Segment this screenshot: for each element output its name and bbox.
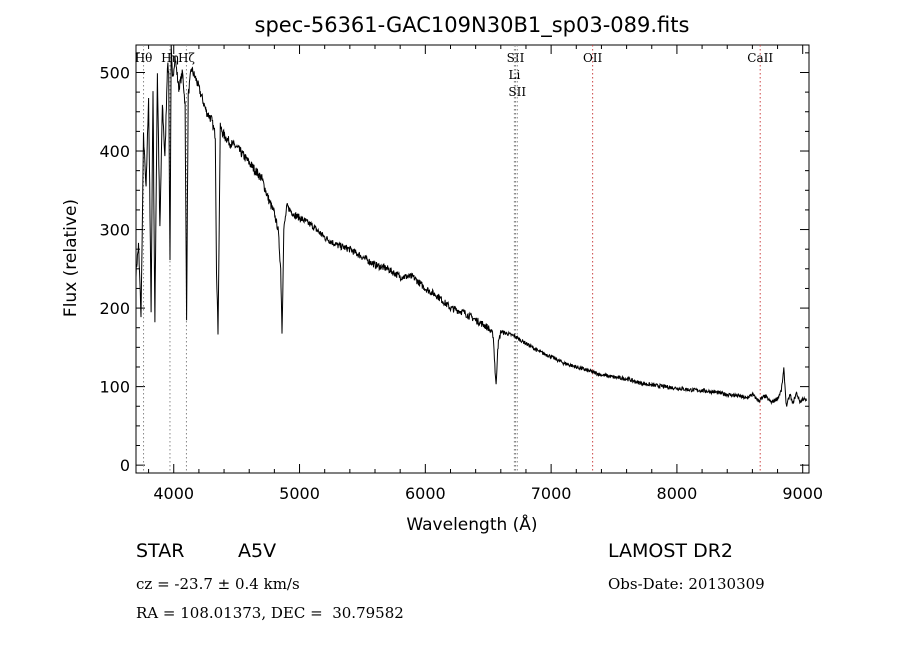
spectrum-line: [135, 45, 807, 407]
survey-name: LAMOST DR2: [608, 540, 733, 562]
spectral-line-label: OII: [583, 51, 603, 65]
x-tick-label: 9000: [782, 484, 823, 503]
x-tick-label: 8000: [657, 484, 698, 503]
y-axis-label: Flux (relative): [61, 199, 81, 317]
y-tick-label: 400: [99, 142, 130, 161]
spectral-line-label: SII: [507, 51, 525, 65]
spectral-line-label: Li: [508, 68, 520, 82]
y-tick-label: 300: [99, 221, 130, 240]
x-tick-label: 4000: [153, 484, 194, 503]
x-tick-label: 5000: [279, 484, 320, 503]
y-tick-label: 0: [120, 456, 130, 475]
y-tick-label: 500: [99, 63, 130, 82]
chart-title: spec-56361-GAC109N30B1_sp03-089.fits: [255, 13, 690, 38]
plot-frame: [135, 44, 810, 474]
spectral-line-label: Hθ: [135, 51, 153, 65]
y-tick-label: 200: [99, 299, 130, 318]
object-class: STAR: [136, 540, 185, 562]
y-tick-label: 100: [99, 378, 130, 397]
x-axis-label: Wavelength (Å): [406, 513, 537, 535]
spectral-line-label: SII: [508, 85, 526, 99]
x-tick-label: 6000: [405, 484, 446, 503]
obs-date: Obs-Date: 20130309: [608, 575, 765, 593]
object-subclass: A5V: [238, 540, 277, 562]
x-tick-label: 7000: [531, 484, 572, 503]
spectral-line-label: CaII: [747, 51, 773, 65]
coordinates: RA = 108.01373, DEC = 30.79582: [136, 604, 404, 622]
spectral-line-label: Hζ: [178, 51, 195, 65]
plot-area: 4000 5000 6000 7000 8000 9000 0 100 200 300 400 500…: [99, 44, 823, 503]
redshift-text: cz = -23.7 ± 0.4 km/s: [136, 575, 300, 593]
